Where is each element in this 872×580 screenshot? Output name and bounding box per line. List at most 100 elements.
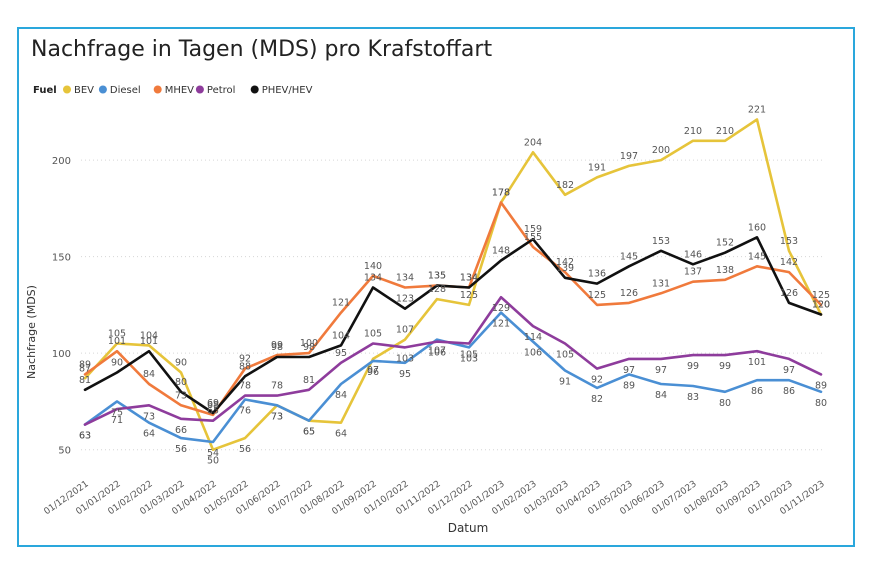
data-label: 66 (175, 425, 187, 436)
x-axis-ticks: 01/12/202101/01/202201/02/202201/03/2022… (42, 479, 826, 517)
data-label: 153 (652, 236, 670, 247)
data-label: 80 (815, 398, 827, 409)
data-label: 134 (364, 273, 382, 284)
data-label: 97 (623, 365, 635, 376)
data-label: 80 (175, 377, 187, 388)
data-label: 103 (460, 353, 478, 364)
data-label: 71 (111, 415, 123, 426)
data-label: 120 (812, 300, 830, 311)
data-label: 73 (271, 411, 283, 422)
data-label: 221 (748, 105, 766, 116)
data-label: 96 (367, 367, 379, 378)
data-label: 104 (332, 330, 350, 341)
data-label: 103 (396, 353, 414, 364)
data-label: 129 (492, 303, 510, 314)
legend-title: Fuel (33, 85, 57, 96)
data-label: 99 (719, 361, 731, 372)
data-label: 125 (812, 290, 830, 301)
data-label: 97 (367, 365, 379, 376)
data-label: 210 (716, 126, 734, 137)
data-label: 210 (684, 126, 702, 137)
data-label: 95 (335, 348, 347, 359)
data-label: 182 (556, 180, 574, 191)
legend-marker (63, 85, 71, 94)
data-label: 105 (364, 328, 382, 339)
data-label: 105 (108, 328, 126, 339)
data-label: 204 (524, 137, 542, 148)
data-label: 99 (271, 340, 283, 351)
legend-entry: Diesel (110, 85, 141, 96)
data-label: 125 (460, 290, 478, 301)
data-label: 155 (524, 232, 542, 243)
legend-marker (98, 85, 107, 94)
data-label: 82 (591, 394, 603, 405)
data-label: 145 (620, 251, 638, 262)
data-label: 104 (140, 330, 158, 341)
data-label: 84 (143, 369, 155, 380)
data-label: 100 (300, 338, 318, 349)
data-label: 101 (748, 357, 766, 368)
y-tick-label: 150 (52, 253, 71, 264)
data-label: 86 (751, 386, 763, 397)
data-label: 106 (428, 348, 446, 359)
data-label: 135 (428, 271, 446, 282)
data-label: 152 (716, 238, 734, 249)
data-label: 107 (428, 346, 446, 357)
data-label: 178 (492, 188, 510, 199)
data-label: 136 (588, 269, 606, 280)
data-label: 121 (332, 298, 350, 309)
data-label: 50 (207, 456, 219, 467)
data-label: 81 (303, 375, 315, 386)
data-label: 178 (492, 188, 510, 199)
data-labels: 87 105 104 90 50 56 73 65 64 97 107 128 125 178 204 182… (79, 105, 830, 467)
data-label: 139 (556, 263, 574, 274)
data-label: 89 (79, 359, 91, 370)
data-label: 64 (143, 429, 155, 440)
data-label: 63 (79, 431, 91, 442)
series-line-diesel (83, 311, 823, 444)
legend-marker (250, 85, 259, 94)
data-label: 84 (655, 390, 667, 401)
legend-entry: PHEV/HEV (262, 85, 313, 96)
data-label: 99 (687, 361, 699, 372)
data-label: 138 (716, 265, 734, 276)
legend-marker (195, 85, 204, 94)
data-label: 121 (492, 319, 510, 330)
data-label: 128 (428, 284, 446, 295)
data-label: 153 (780, 236, 798, 247)
data-label: 98 (271, 342, 283, 353)
data-label: 80 (719, 398, 731, 409)
data-label: 90 (175, 357, 187, 368)
data-label: 73 (143, 411, 155, 422)
series-line-petrol (83, 295, 823, 426)
data-label: 91 (559, 377, 571, 388)
legend: Fuel BEV Diesel MHEV Petrol PHEV/HEV (33, 85, 313, 96)
data-label: 105 (556, 349, 574, 360)
data-label: 89 (815, 380, 827, 391)
data-label: 145 (748, 251, 766, 262)
data-label: 126 (620, 288, 638, 299)
series-lines (83, 118, 823, 452)
data-label: 101 (108, 336, 126, 347)
data-label: 73 (175, 390, 187, 401)
data-label: 146 (684, 249, 702, 260)
data-label: 148 (492, 245, 510, 256)
data-label: 106 (524, 348, 542, 359)
data-label: 69 (207, 398, 219, 409)
series-line-mhev (83, 201, 823, 417)
data-label: 87 (79, 363, 91, 374)
data-label: 75 (111, 407, 123, 418)
data-label: 64 (335, 429, 347, 440)
data-label: 68 (207, 400, 219, 411)
legend-marker (153, 85, 162, 94)
data-label: 56 (175, 444, 187, 455)
data-label: 105 (460, 349, 478, 360)
data-label: 78 (239, 381, 251, 392)
data-label: 126 (780, 288, 798, 299)
data-label: 54 (207, 448, 219, 459)
data-label: 88 (239, 361, 251, 372)
legend-entry: Petrol (207, 85, 236, 96)
data-label: 78 (271, 381, 283, 392)
data-label: 65 (303, 427, 315, 438)
data-label: 89 (623, 380, 635, 391)
